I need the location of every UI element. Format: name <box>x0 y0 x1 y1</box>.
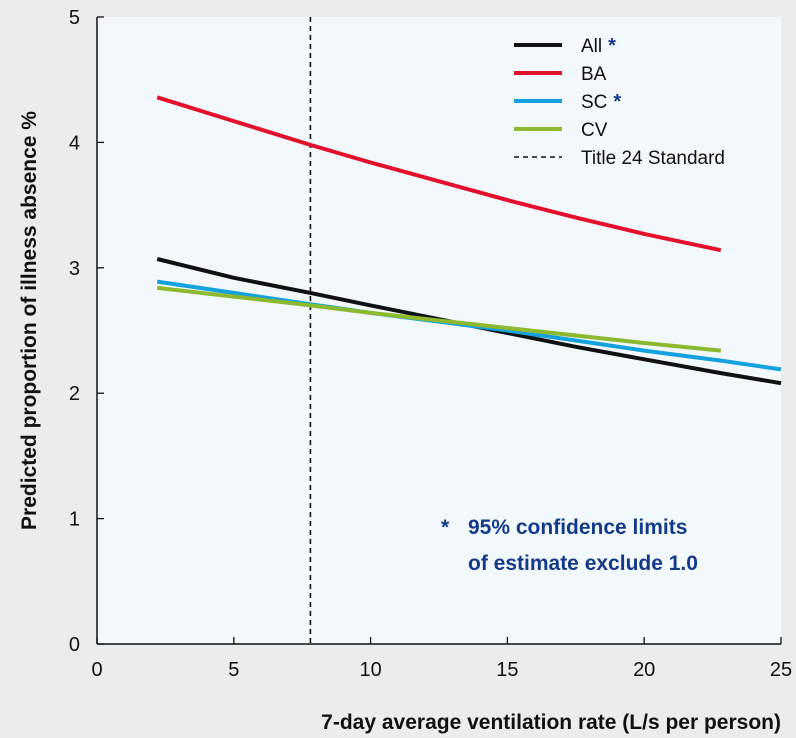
x-tick-label: 15 <box>496 659 518 681</box>
axes <box>96 16 782 645</box>
x-tick-label: 5 <box>228 659 239 681</box>
annotation-line: of estimate exclude 1.0 <box>468 552 698 575</box>
legend-item-ba: BA <box>514 64 607 85</box>
series-line-ba <box>156 95 722 253</box>
annotation-note: * 95% confidence limits of estimate exclud… <box>441 516 698 575</box>
legend-significance-star: * <box>608 35 616 57</box>
x-tick-label: 0 <box>91 659 102 681</box>
legend-label: SC * <box>581 91 621 113</box>
tick-labels: 0 5 10 15 20 25 0 1 2 3 4 5 <box>69 7 792 681</box>
y-axis-title: Predicted proportion of illness absence … <box>18 111 41 530</box>
x-tick-label: 20 <box>633 659 655 681</box>
legend-item-all: All * <box>514 35 616 57</box>
y-tick-label: 1 <box>69 509 80 531</box>
annotation-star: * <box>441 516 450 539</box>
legend-label: CV <box>581 120 608 141</box>
y-tick-label: 2 <box>69 383 80 405</box>
legend-item-title-24-standard: Title 24 Standard <box>514 148 725 169</box>
legend-label: Title 24 Standard <box>581 148 725 169</box>
y-tick-label: 5 <box>69 7 80 29</box>
legend-item-cv: CV <box>514 120 608 141</box>
y-tick-label: 4 <box>69 132 80 154</box>
x-axis-title: 7-day average ventilation rate (L/s per … <box>321 711 781 734</box>
legend-significance-star: * <box>613 91 621 113</box>
series-line-cv <box>156 285 721 353</box>
plot-marks <box>156 17 782 644</box>
y-tick-label: 3 <box>69 258 80 280</box>
plot-area <box>97 17 781 644</box>
x-tick-label: 10 <box>359 659 381 681</box>
annotation-line: 95% confidence limits <box>468 516 687 539</box>
legend-label: All * <box>581 35 616 57</box>
y-tick-label: 0 <box>69 634 80 656</box>
x-tick-label: 25 <box>770 659 792 681</box>
legend-label: BA <box>581 64 607 85</box>
